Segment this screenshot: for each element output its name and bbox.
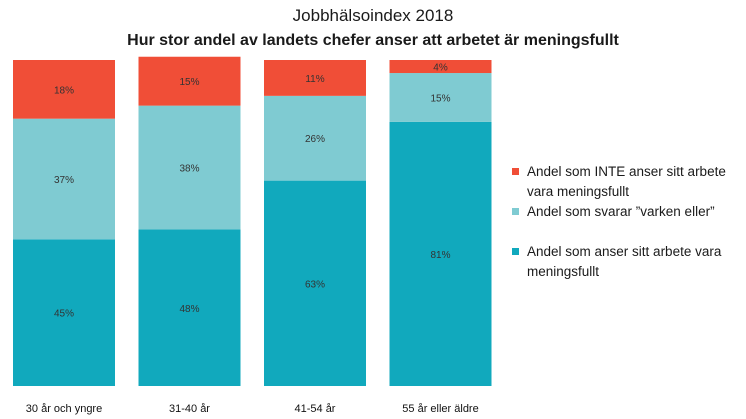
- legend-swatch-not-meaningful: [512, 168, 519, 175]
- chart-legend: Andel som INTE anser sitt arbete vara me…: [512, 162, 742, 282]
- data-label-neither-3: 26%: [305, 134, 325, 145]
- data-label-not-meaningful-3: 11%: [305, 74, 324, 85]
- bar-segment-neither-1: [13, 118, 115, 240]
- bar-segment-not-meaningful-4: [389, 60, 492, 74]
- data-label-not-meaningful-1: 18%: [54, 85, 74, 96]
- legend-swatch-meaningful: [512, 248, 519, 255]
- legend-swatch-neither: [512, 208, 519, 215]
- x-tick-label-3: 41-54 år: [295, 403, 336, 415]
- bar-segment-neither-3: [264, 95, 366, 181]
- bar-segment-meaningful-1: [13, 239, 115, 386]
- data-label-neither-4: 15%: [430, 93, 450, 104]
- data-label-meaningful-3: 63%: [305, 279, 325, 290]
- data-label-neither-2: 38%: [179, 164, 199, 175]
- bar-segment-meaningful-2: [138, 229, 241, 386]
- x-tick-label-4: 55 år eller äldre: [402, 403, 478, 415]
- bar-segment-not-meaningful-2: [138, 56, 241, 106]
- x-tick-label-2: 31-40 år: [169, 403, 210, 415]
- bar-segment-meaningful-4: [389, 121, 492, 386]
- legend-label-neither: Andel som svarar ”varken eller”: [527, 204, 715, 219]
- bar-segment-neither-4: [389, 73, 492, 122]
- data-label-meaningful-4: 81%: [430, 250, 450, 261]
- bar-segment-meaningful-3: [264, 180, 366, 386]
- bar-segment-not-meaningful-3: [264, 60, 366, 96]
- chart-subtitle: Hur stor andel av landets chefer anser a…: [127, 32, 619, 49]
- legend-item-neither: Andel som svarar ”varken eller”: [512, 202, 742, 242]
- legend-label-not-meaningful: Andel som INTE anser sitt arbete vara me…: [527, 164, 726, 199]
- legend-item-not-meaningful: Andel som INTE anser sitt arbete vara me…: [512, 162, 742, 202]
- bar-segment-not-meaningful-1: [13, 60, 115, 119]
- data-label-not-meaningful-4: 4%: [433, 63, 448, 74]
- data-label-not-meaningful-2: 15%: [179, 77, 199, 88]
- legend-item-meaningful: Andel som anser sitt arbete vara menings…: [512, 242, 742, 282]
- bar-segment-neither-2: [138, 105, 241, 230]
- legend-label-meaningful: Andel som anser sitt arbete vara menings…: [527, 244, 722, 279]
- chart-title: Jobbhälsoindex 2018: [292, 6, 454, 25]
- data-label-meaningful-1: 45%: [54, 309, 74, 320]
- x-tick-label-1: 30 år och yngre: [26, 403, 102, 415]
- data-label-neither-1: 37%: [54, 175, 74, 186]
- data-label-meaningful-2: 48%: [179, 304, 199, 315]
